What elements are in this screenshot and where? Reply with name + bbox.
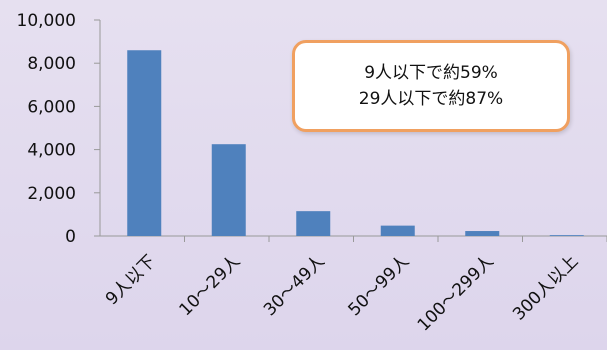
y-tick-label: 4,000 (27, 141, 76, 161)
bars (127, 50, 584, 236)
category-labels: 9人以下 10～29人 30～49人 50～99人 100～299人 300人以上 (102, 251, 582, 335)
y-tick-label: 8,000 (27, 54, 76, 74)
bar (380, 225, 415, 236)
bar (211, 144, 246, 236)
annotation-line-2: 29人以下で約87% (358, 89, 504, 109)
x-tick-label: 50～99人 (345, 251, 414, 320)
x-tick-label: 30～49人 (260, 251, 329, 320)
y-tick-label: 10,000 (17, 11, 76, 31)
x-tick-label: 10～29人 (176, 251, 245, 320)
x-tick-label: 100～299人 (414, 251, 498, 335)
x-tick-label: 9人以下 (102, 251, 160, 309)
bar (465, 231, 500, 236)
bar (549, 235, 584, 236)
bar (127, 50, 162, 236)
y-tick-label: 2,000 (27, 184, 76, 204)
annotation-callout: 9人以下で約59% 29人以下で約87% (292, 40, 570, 132)
y-tick-label: 6,000 (27, 97, 76, 117)
x-axis (100, 235, 607, 242)
annotation-line-1: 9人以下で約59% (364, 63, 498, 83)
y-axis: 0 2,000 4,000 6,000 8,000 10,000 (17, 11, 101, 247)
x-tick-label: 300人以上 (509, 251, 582, 324)
bar (296, 211, 331, 236)
y-tick-label: 0 (65, 227, 76, 247)
